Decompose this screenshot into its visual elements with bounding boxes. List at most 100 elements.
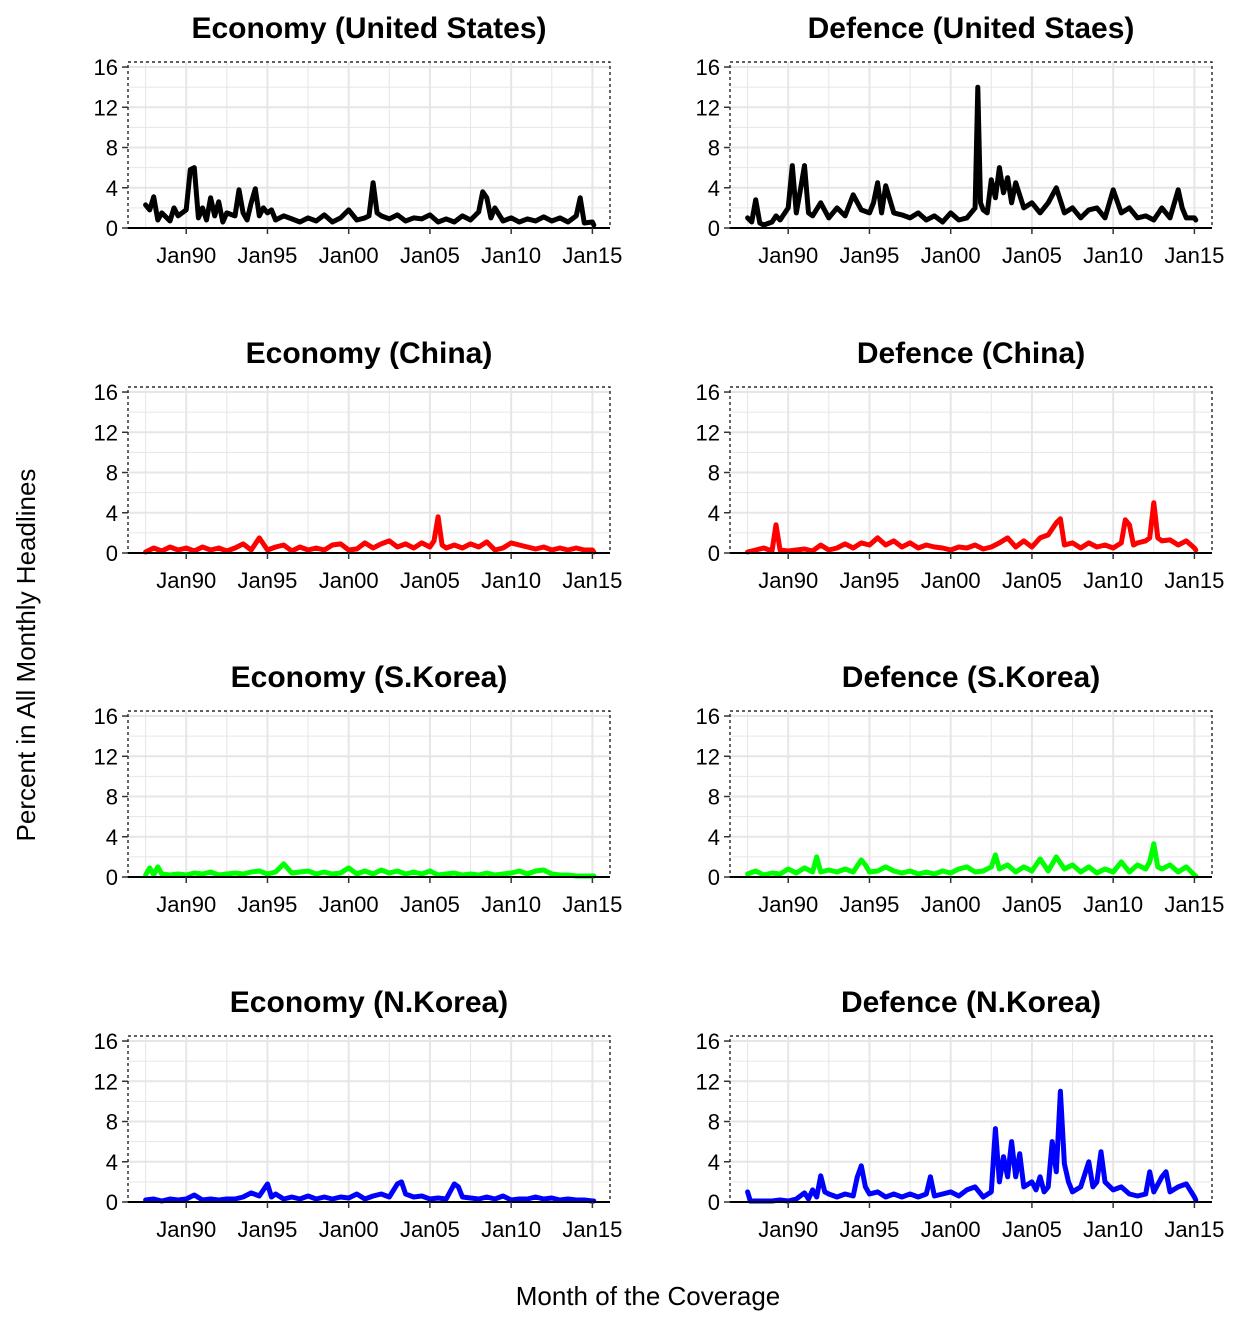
series-line (143, 514, 597, 555)
y-tick-label: 12 (696, 95, 720, 120)
x-tick-label: Jan90 (758, 892, 818, 917)
y-tick-label: 0 (708, 1190, 720, 1215)
chart-panel-5: Economy (S.Korea) 0 4 8 12 16 Jan90 Jan95 Jan00 J… (94, 661, 623, 917)
y-tick-label: 4 (106, 825, 118, 850)
x-tick-label: Jan15 (1164, 568, 1224, 593)
series-line (143, 1179, 597, 1204)
x-tick-label: Jan00 (921, 1217, 981, 1242)
x-tick-label: Jan05 (1002, 243, 1062, 268)
y-tick-label: 8 (708, 1110, 720, 1135)
x-tick-label: Jan90 (758, 1217, 818, 1242)
series-line (745, 84, 1199, 228)
x-tick-label: Jan05 (400, 1217, 460, 1242)
x-tick-label: Jan95 (839, 568, 899, 593)
x-tick-label: Jan15 (562, 1217, 622, 1242)
y-tick-label: 4 (106, 501, 118, 526)
y-tick-label: 4 (106, 176, 118, 201)
x-tick-label: Jan15 (562, 892, 622, 917)
x-tick-label: Jan15 (1164, 892, 1224, 917)
y-tick-label: 0 (106, 865, 118, 890)
y-axis-label: Percent in All Monthly Headlines (11, 469, 41, 842)
x-tick-label: Jan95 (839, 1217, 899, 1242)
panel-border (729, 61, 1213, 229)
x-tick-label: Jan95 (839, 243, 899, 268)
y-tick-label: 4 (106, 1150, 118, 1175)
panel-border (729, 710, 1213, 878)
y-tick-label: 0 (708, 216, 720, 241)
y-tick-label: 0 (106, 541, 118, 566)
chart-panel-8: Defence (N.Korea) 0 4 8 12 16 Jan90 Jan95 Jan00 J… (696, 986, 1225, 1242)
chart-panel-2: Defence (United Staes) 0 4 8 12 16 Jan90 Jan95 J… (696, 12, 1225, 268)
x-tick-label: Jan90 (156, 1217, 216, 1242)
x-tick-label: Jan10 (1083, 568, 1143, 593)
x-tick-label: Jan10 (1083, 243, 1143, 268)
chart-panel-4: Defence (China) 0 4 8 12 16 Jan90 Jan95 Jan00 Jan… (696, 337, 1225, 593)
x-axis-label: Month of the Coverage (516, 1281, 781, 1311)
x-tick-label: Jan90 (758, 243, 818, 268)
x-tick-label: Jan15 (1164, 1217, 1224, 1242)
panel-title: Defence (N.Korea) (841, 986, 1101, 1019)
series-line (745, 1088, 1199, 1204)
x-tick-label: Jan00 (319, 243, 379, 268)
panel-border (729, 1035, 1213, 1203)
x-tick-label: Jan00 (319, 892, 379, 917)
x-tick-label: Jan05 (1002, 1217, 1062, 1242)
y-tick-label: 16 (94, 55, 118, 80)
chart-panel-7: Economy (N.Korea) 0 4 8 12 16 Jan90 Jan95 Jan00 J… (94, 986, 623, 1242)
y-tick-label: 8 (708, 785, 720, 810)
x-tick-label: Jan05 (400, 243, 460, 268)
x-tick-label: Jan00 (319, 1217, 379, 1242)
y-tick-label: 12 (696, 420, 720, 445)
y-tick-label: 16 (696, 1029, 720, 1054)
y-tick-label: 8 (106, 785, 118, 810)
x-tick-label: Jan95 (237, 243, 297, 268)
x-tick-label: Jan05 (400, 568, 460, 593)
y-tick-label: 4 (708, 176, 720, 201)
x-tick-label: Jan10 (481, 892, 541, 917)
y-tick-label: 12 (94, 420, 118, 445)
y-tick-label: 4 (708, 1150, 720, 1175)
y-tick-label: 16 (696, 380, 720, 405)
panel-title: Economy (N.Korea) (230, 986, 508, 1019)
y-tick-label: 8 (106, 136, 118, 161)
panel-title: Economy (United States) (191, 12, 546, 45)
x-tick-label: Jan95 (237, 568, 297, 593)
x-tick-label: Jan95 (237, 1217, 297, 1242)
y-tick-label: 0 (708, 865, 720, 890)
y-tick-label: 8 (708, 461, 720, 486)
x-tick-label: Jan00 (319, 568, 379, 593)
chart-panels: Economy (United States) 0 4 8 12 16 Jan90 Jan95… (94, 12, 1225, 1242)
x-tick-label: Jan95 (839, 892, 899, 917)
x-tick-label: Jan10 (1083, 892, 1143, 917)
x-tick-label: Jan15 (562, 568, 622, 593)
panel-border (127, 710, 611, 878)
x-tick-label: Jan10 (481, 568, 541, 593)
y-tick-label: 12 (94, 95, 118, 120)
x-tick-label: Jan00 (921, 243, 981, 268)
series-line (143, 861, 597, 879)
x-tick-label: Jan90 (156, 243, 216, 268)
panel-title: Defence (United Staes) (808, 12, 1135, 45)
series-line (143, 165, 597, 228)
y-tick-label: 16 (94, 704, 118, 729)
panel-title: Economy (S.Korea) (231, 661, 508, 694)
x-tick-label: Jan90 (156, 892, 216, 917)
chart-panel-3: Economy (China) 0 4 8 12 16 Jan90 Jan95 Jan00 Jan… (94, 337, 623, 593)
y-tick-label: 12 (94, 1069, 118, 1094)
x-tick-label: Jan05 (1002, 568, 1062, 593)
x-tick-label: Jan05 (1002, 892, 1062, 917)
y-tick-label: 16 (696, 704, 720, 729)
y-tick-label: 12 (94, 744, 118, 769)
y-tick-label: 16 (696, 55, 720, 80)
panel-title: Defence (S.Korea) (842, 661, 1100, 694)
y-tick-label: 8 (106, 461, 118, 486)
x-tick-label: Jan15 (1164, 243, 1224, 268)
panel-title: Economy (China) (246, 337, 493, 370)
chart-panel-6: Defence (S.Korea) 0 4 8 12 16 Jan90 Jan95 Jan00 J… (696, 661, 1225, 917)
y-tick-label: 16 (94, 1029, 118, 1054)
x-tick-label: Jan90 (156, 568, 216, 593)
y-tick-label: 0 (106, 1190, 118, 1215)
x-tick-label: Jan95 (237, 892, 297, 917)
panel-title: Defence (China) (857, 337, 1085, 370)
